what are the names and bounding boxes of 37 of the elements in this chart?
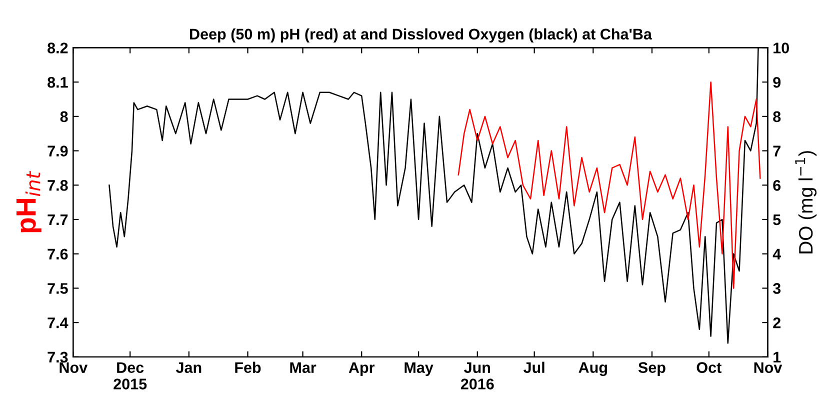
x-tick-label: Jan — [176, 362, 202, 373]
x-tick-label: May — [404, 362, 434, 376]
chart-title: Deep (50 m) pH (red) at and Dissloved Oxygen (black) at Cha'Ba — [190, 28, 652, 43]
line-series — [458, 81, 761, 289]
y2-tick-label: 10 — [774, 42, 789, 54]
y-tick-label: 7.5 — [48, 283, 68, 294]
x-tick-label: Aug — [578, 362, 607, 376]
x-tick-label: Apr — [348, 362, 375, 376]
x-tick-label: Dec 2015 — [114, 362, 147, 390]
y2-tick-label: 4 — [772, 248, 782, 260]
y-tick-label: 7.3 — [48, 352, 68, 363]
y-tick-label: 8 — [60, 111, 68, 122]
y-tick-label: 7.6 — [48, 248, 68, 260]
y2-tick-label: 2 — [773, 317, 780, 328]
y2-tick-label: 7 — [773, 146, 780, 156]
y2-tick-label: 6 — [773, 180, 781, 191]
y-tick-label: 7.7 — [48, 214, 68, 226]
y-tick-label: 7.8 — [48, 180, 68, 191]
y-axis-title: pH$_{int}$ — [16, 170, 42, 232]
y2-tick-label: 9 — [773, 76, 781, 88]
y-tick-label: 7.4 — [48, 318, 68, 328]
x-tick-label: Sep — [638, 362, 666, 376]
y-tick-label: 8.1 — [48, 76, 68, 88]
y-tick-label: 8.2 — [48, 42, 68, 54]
x-tick-label: Nov — [754, 362, 782, 373]
x-tick-label: Feb — [235, 362, 261, 373]
x-tick-label: Mar — [290, 362, 316, 373]
x-tick-label: Jun 2016 — [460, 362, 494, 390]
y-tick-label: 7.9 — [48, 146, 68, 156]
y2-tick-label: 3 — [772, 283, 781, 294]
y2-tick-label: 5 — [773, 214, 781, 226]
y2-tick-label: 8 — [773, 111, 781, 122]
x-tick-label: Nov — [60, 362, 88, 373]
x-tick-label: Jul — [524, 362, 544, 373]
y2-tick-label: 1 — [774, 352, 781, 362]
y2-axis-title: DO (mg l$^{−1}$) — [795, 151, 817, 254]
x-tick-label: Oct — [696, 362, 722, 373]
